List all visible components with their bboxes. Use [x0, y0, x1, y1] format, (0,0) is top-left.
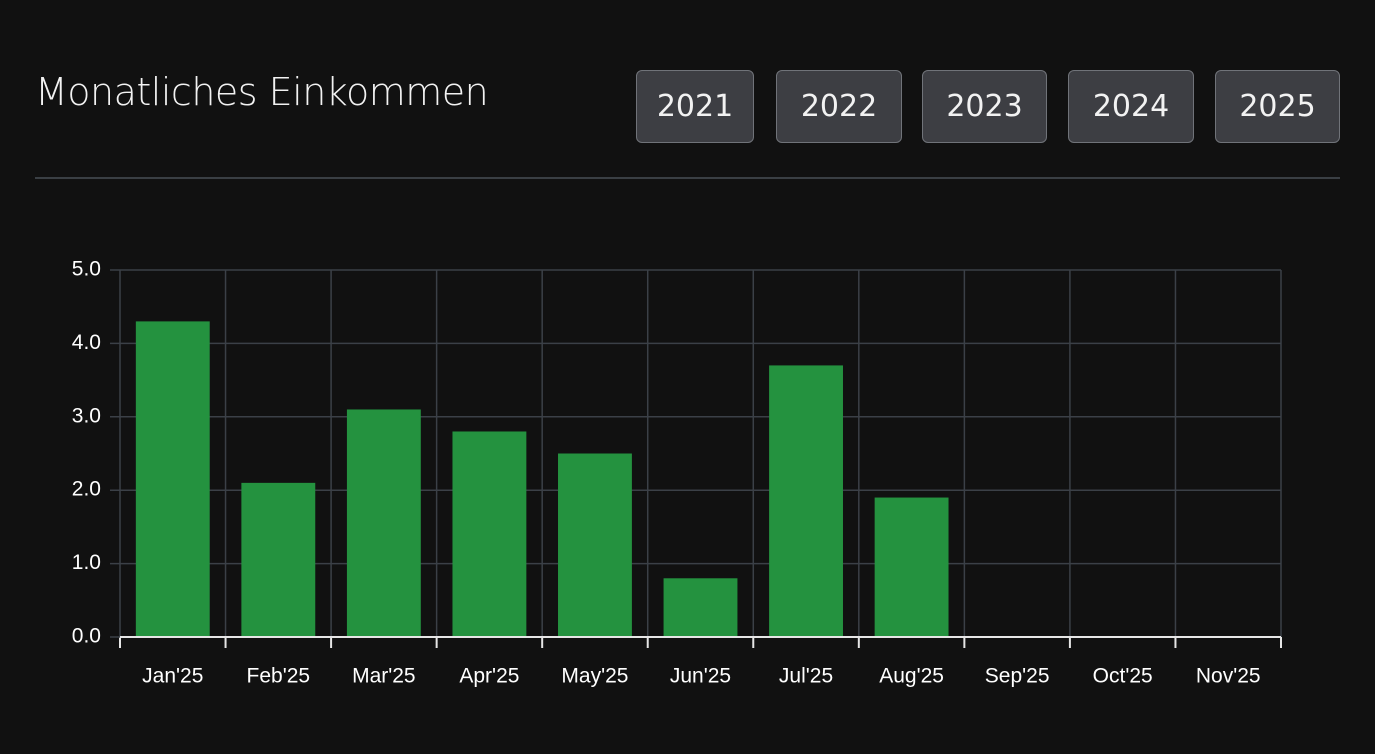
- y-tick-label: 0.0: [72, 625, 101, 648]
- x-tick-label: Jul'25: [779, 665, 833, 688]
- bar: [558, 453, 632, 637]
- y-tick-label: 3.0: [72, 404, 101, 427]
- year-button[interactable]: 2021: [636, 70, 754, 143]
- year-button[interactable]: 2024: [1068, 70, 1194, 143]
- y-tick-label: 1.0: [72, 551, 101, 574]
- x-tick-label: Jun'25: [670, 665, 731, 688]
- page-title: Monatliches Einkommen: [35, 70, 489, 114]
- bar: [769, 365, 843, 637]
- year-button[interactable]: 2025: [1215, 70, 1340, 143]
- x-tick-label: Jan'25: [142, 665, 203, 688]
- x-tick-label: Nov'25: [1196, 665, 1261, 688]
- bar: [241, 482, 316, 637]
- bar: [663, 578, 738, 637]
- x-tick-label: Sep'25: [985, 665, 1050, 688]
- y-tick-label: 4.0: [72, 331, 101, 354]
- bar: [874, 497, 949, 637]
- divider: [35, 177, 1340, 179]
- x-tick-label: Oct'25: [1093, 665, 1153, 688]
- x-tick-label: May'25: [561, 665, 628, 688]
- y-tick-label: 2.0: [72, 478, 101, 501]
- y-tick-label: 5.0: [72, 258, 101, 281]
- x-tick-label: Mar'25: [352, 665, 416, 688]
- year-button[interactable]: 2023: [922, 70, 1047, 143]
- year-button[interactable]: 2022: [776, 70, 902, 143]
- x-tick-label: Feb'25: [247, 665, 311, 688]
- x-tick-label: Apr'25: [459, 665, 519, 688]
- x-tick-label: Aug'25: [879, 665, 944, 688]
- bar: [452, 431, 527, 637]
- bar: [135, 321, 210, 637]
- bar: [346, 409, 421, 637]
